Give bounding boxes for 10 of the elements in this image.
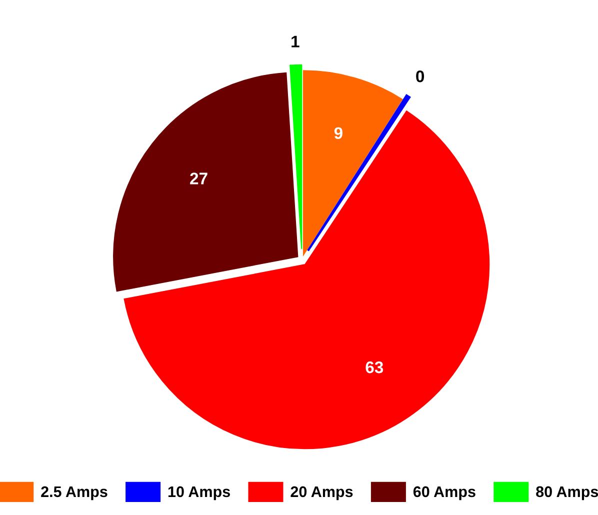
data-label: 27 <box>190 172 208 184</box>
legend-label: 60 Amps <box>413 486 476 500</box>
legend-label: 2.5 Amps <box>41 486 108 500</box>
legend-label: 20 Amps <box>290 486 353 500</box>
legend-label: 10 Amps <box>168 486 230 500</box>
data-label: 9 <box>334 127 342 140</box>
data-label: 63 <box>366 361 384 374</box>
data-label: 1 <box>292 36 300 48</box>
data-label: 0 <box>416 70 424 82</box>
legend-label: 80 Amps <box>536 486 598 500</box>
